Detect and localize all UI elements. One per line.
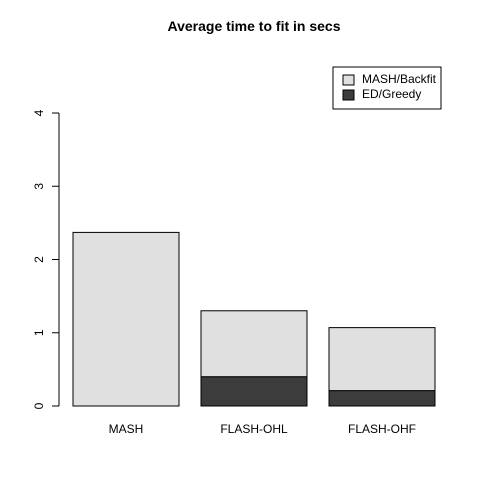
x-tick-label: MASH (109, 422, 144, 436)
legend-swatch (342, 89, 355, 101)
bar-segment (200, 376, 308, 407)
y-tick-label: 0 (32, 402, 46, 409)
y-tick-label: 2 (32, 256, 46, 263)
chart-title: Average time to fit in secs (168, 18, 341, 34)
legend-box (332, 66, 442, 110)
legend-label: MASH/Backfit (362, 72, 437, 86)
y-tick-label: 4 (32, 109, 46, 116)
legend-label: ED/Greedy (362, 87, 421, 101)
legend-swatch (342, 74, 355, 86)
x-tick-label: FLASH-OHF (348, 422, 416, 436)
x-tick-label: FLASH-OHL (220, 422, 288, 436)
y-tick-label: 1 (32, 329, 46, 336)
bar-segment (72, 231, 180, 407)
bar-segment (200, 310, 308, 378)
bar-segment (328, 327, 436, 392)
bar-segment (328, 390, 436, 407)
y-tick-label: 3 (32, 183, 46, 190)
